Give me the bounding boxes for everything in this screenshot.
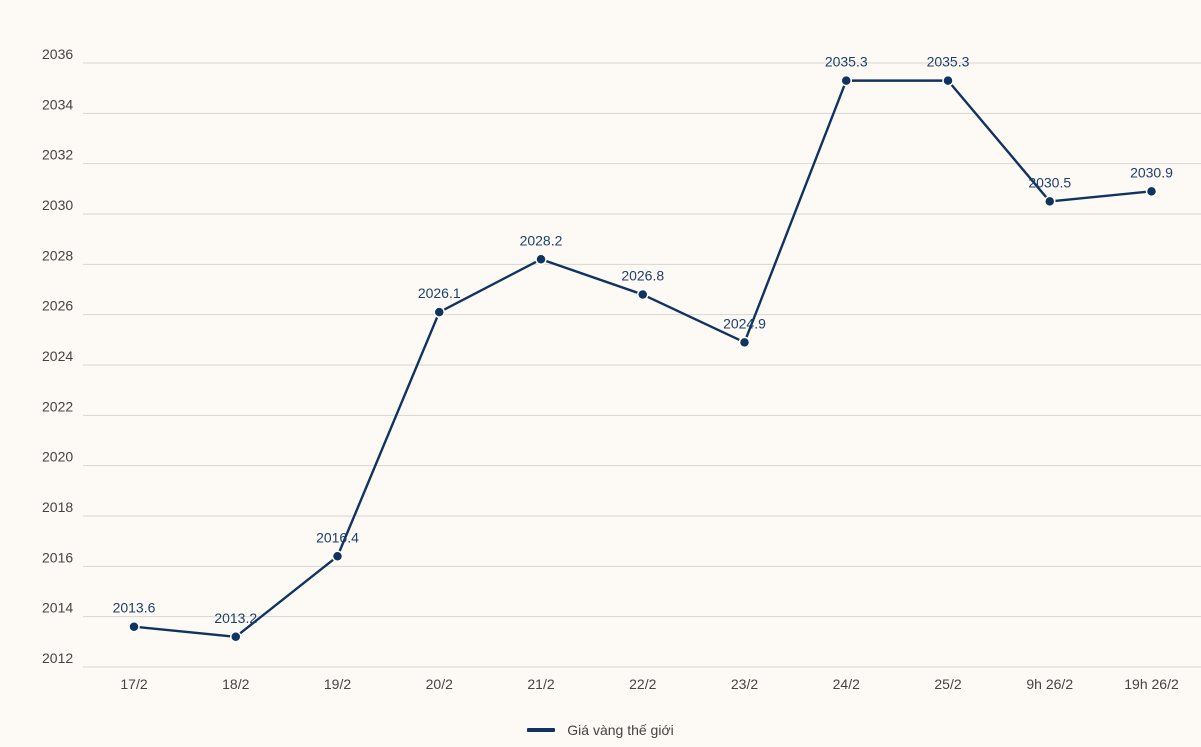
data-point [1044,195,1056,208]
series-gia-vang [128,74,1158,643]
data-label: 2035.3 [927,54,970,70]
data-point [637,288,649,301]
data-label: 2035.3 [825,54,868,70]
x-tick-label: 9h 26/2 [1026,676,1073,692]
data-point [331,550,344,563]
data-labels: 2013.6 2013.2 2016.4 2026.1 2028.2 2026.8 2024… [113,54,1174,626]
x-axis: 17/2 18/2 19/2 20/2 21/2 22/2 23/2 24/2 25/2 9h 2… [120,676,1179,692]
y-tick-label: 2020 [42,449,73,465]
y-tick-label: 2028 [42,247,73,263]
x-tick-label: 22/2 [629,676,656,692]
data-label: 2024.9 [723,315,766,331]
data-point [942,74,954,87]
data-label: 2030.5 [1028,174,1071,190]
x-tick-label: 24/2 [833,676,860,692]
y-tick-label: 2024 [42,348,73,364]
y-tick-label: 2018 [42,499,73,515]
data-point [840,74,852,87]
x-tick-label: 21/2 [527,676,554,692]
data-point [535,253,547,266]
y-tick-label: 2032 [42,147,73,163]
data-point [738,336,751,349]
x-tick-label: 25/2 [934,676,961,692]
data-label: 2026.1 [418,285,461,301]
x-tick-label: 20/2 [426,676,453,692]
legend: Giá vàng thế giới [0,722,1201,738]
x-tick-label: 19h 26/2 [1124,676,1179,692]
grid-lines [83,62,1201,668]
legend-label: Giá vàng thế giới [567,722,674,738]
x-tick-label: 18/2 [222,676,249,692]
y-tick-label: 2026 [42,298,73,314]
y-tick-label: 2016 [42,549,73,565]
data-point [1145,185,1158,198]
y-tick-label: 2014 [42,600,73,616]
x-tick-label: 19/2 [324,676,351,692]
y-tick-label: 2012 [42,650,73,666]
y-tick-label: 2022 [42,398,73,414]
y-tick-label: 2034 [42,96,73,112]
y-tick-label: 2036 [42,46,73,62]
data-point [128,620,140,633]
legend-swatch [527,728,556,732]
x-tick-label: 17/2 [120,676,147,692]
x-tick-label: 23/2 [731,676,758,692]
data-point [433,306,445,318]
data-label: 2016.4 [316,529,359,545]
y-axis: 2012 2014 2016 2018 2020 2022 2024 2026 2028 2030… [42,46,73,666]
data-label: 2028.2 [520,232,563,248]
data-point [230,631,242,643]
data-label: 2030.9 [1130,164,1173,180]
data-label: 2013.6 [113,600,156,616]
data-label: 2013.2 [214,610,257,626]
data-label: 2026.8 [621,268,664,284]
y-tick-label: 2030 [42,197,73,213]
